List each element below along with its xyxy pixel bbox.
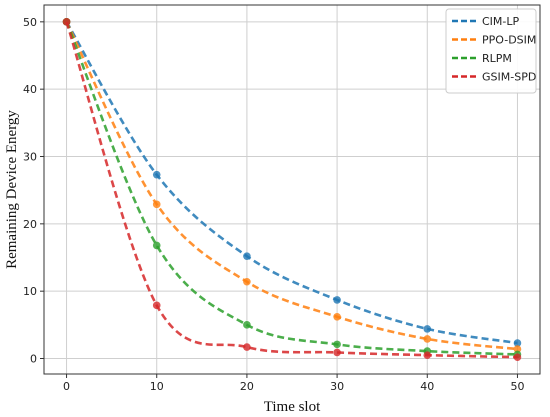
tick-labels: 0 10 20 30 40 50 0 10 20 30 40 50 [23, 16, 524, 393]
y-tick-label: 30 [23, 151, 37, 164]
data-point-cim-lp [333, 296, 341, 304]
y-tick-label: 40 [23, 83, 37, 96]
data-point-gsim-spd [333, 348, 341, 357]
data-point-ppo-dsim [423, 335, 432, 343]
y-tick-label: 20 [23, 218, 37, 231]
data-point-ppo-dsim [333, 312, 341, 321]
data-point-rlpm [152, 241, 161, 250]
plot-frame [43, 4, 541, 375]
data-point-ppo-dsim [513, 345, 522, 353]
legend-label: CIM-LP [482, 15, 520, 28]
data-point-gsim-spd [62, 18, 71, 26]
legend-label: GSIM-SPD [482, 71, 536, 84]
data-point-gsim-spd [423, 351, 432, 359]
y-tick-label: 50 [23, 16, 37, 29]
data-point-gsim-spd [513, 353, 522, 361]
x-tick-label: 20 [240, 380, 254, 393]
data-point-rlpm [243, 321, 251, 329]
series-layer [62, 18, 522, 361]
y-tick-label: 10 [23, 285, 37, 298]
data-point-cim-lp [152, 170, 161, 179]
series-line-ppo-dsim [65, 21, 518, 351]
series-line-rlpm [65, 21, 518, 356]
x-tick-label: 40 [420, 380, 434, 393]
legend-label: PPO-DSIM [482, 34, 536, 47]
x-tick-label: 50 [510, 380, 524, 393]
x-tick-label: 10 [150, 380, 164, 393]
data-point-gsim-spd [243, 343, 251, 351]
data-point-rlpm [333, 340, 341, 349]
legend-box [445, 8, 537, 94]
y-axis-label: Remaining Device Energy [4, 110, 20, 269]
legend-label: RLPM [482, 52, 512, 65]
data-point-gsim-spd [152, 301, 161, 310]
x-tick-label: 0 [63, 380, 70, 393]
data-point-ppo-dsim [152, 200, 161, 209]
data-point-ppo-dsim [243, 277, 251, 286]
y-tick-label: 0 [30, 353, 37, 366]
legend: CIM-LP PPO-DSIM RLPM GSIM-SPD [445, 8, 537, 94]
data-point-cim-lp [243, 252, 251, 260]
x-axis-label: Time slot [264, 399, 321, 415]
data-point-cim-lp [513, 339, 522, 347]
data-point-cim-lp [423, 325, 432, 333]
x-tick-label: 30 [330, 380, 344, 393]
